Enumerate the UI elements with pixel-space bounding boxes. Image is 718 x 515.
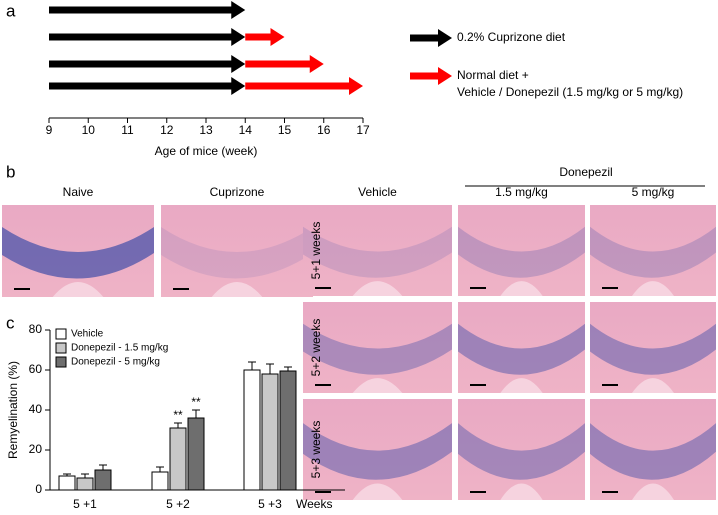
x-axis-label: Age of mice (week)	[155, 144, 258, 158]
x-tick-label: 12	[160, 123, 174, 137]
x-tick-label: 15	[278, 123, 292, 137]
significance: **	[173, 408, 183, 422]
y-axis-label: Remyelination (%)	[6, 361, 20, 459]
panel-label: a	[6, 1, 16, 20]
x-tick-label: 9	[46, 123, 53, 137]
bar	[58, 475, 76, 491]
x-tick-label: 14	[239, 123, 253, 137]
diet-arrow	[245, 55, 324, 73]
legend-arrow	[410, 67, 452, 85]
column-label: Naive	[63, 185, 94, 199]
legend-label: 0.2% Cuprizone diet	[457, 30, 566, 44]
bar	[76, 477, 94, 491]
legend-swatch	[55, 356, 67, 368]
x-tick-label: 17	[356, 123, 370, 137]
bar	[243, 369, 261, 491]
panel-label: b	[6, 162, 15, 181]
y-tick-label: 40	[29, 402, 43, 416]
significance: **	[191, 395, 201, 409]
legend-label: Donepezil - 5 mg/kg	[71, 357, 160, 368]
row-label: 5+1 weeks	[309, 222, 323, 280]
legend-swatch	[55, 328, 67, 340]
bar	[187, 417, 205, 491]
diet-arrow	[49, 28, 246, 46]
column-label: Vehicle	[358, 185, 397, 199]
legend-label: Vehicle / Donepezil (1.5 mg/kg or 5 mg/k…	[457, 85, 683, 99]
legend-swatch	[55, 342, 67, 354]
x-axis-label: Weeks	[296, 497, 332, 511]
y-tick-label: 60	[29, 362, 43, 376]
diet-arrow	[245, 77, 363, 95]
x-tick-label: 5 +1	[73, 497, 97, 511]
column-label: 1.5 mg/kg	[495, 185, 548, 199]
legend-label: Normal diet +	[457, 68, 529, 82]
diet-arrow	[49, 77, 246, 95]
bar	[169, 427, 187, 491]
x-tick-label: 10	[82, 123, 96, 137]
y-tick-label: 80	[29, 322, 43, 336]
bar	[261, 373, 279, 491]
column-label: Cuprizone	[210, 185, 265, 199]
legend-label: Donepezil - 1.5 mg/kg	[71, 343, 168, 354]
y-tick-label: 0	[35, 482, 42, 496]
diet-arrow	[49, 55, 246, 73]
x-tick-label: 5 +2	[166, 497, 190, 511]
x-tick-label: 11	[121, 123, 134, 137]
x-tick-label: 13	[199, 123, 213, 137]
legend-arrow	[410, 29, 452, 47]
bar	[94, 469, 112, 491]
row-label: 5+2 weeks	[309, 319, 323, 377]
bar	[279, 370, 297, 491]
diet-arrow	[49, 1, 246, 19]
y-tick-label: 20	[29, 442, 43, 456]
legend-label: Vehicle	[71, 329, 104, 340]
x-tick-label: 16	[317, 123, 331, 137]
column-label: 5 mg/kg	[632, 185, 675, 199]
x-tick-label: 5 +3	[258, 497, 282, 511]
group-label: Donepezil	[559, 165, 612, 179]
panel-label: c	[6, 313, 15, 332]
row-label: 5+3 weeks	[309, 421, 323, 479]
diet-arrow	[245, 28, 285, 46]
bar	[151, 471, 169, 491]
